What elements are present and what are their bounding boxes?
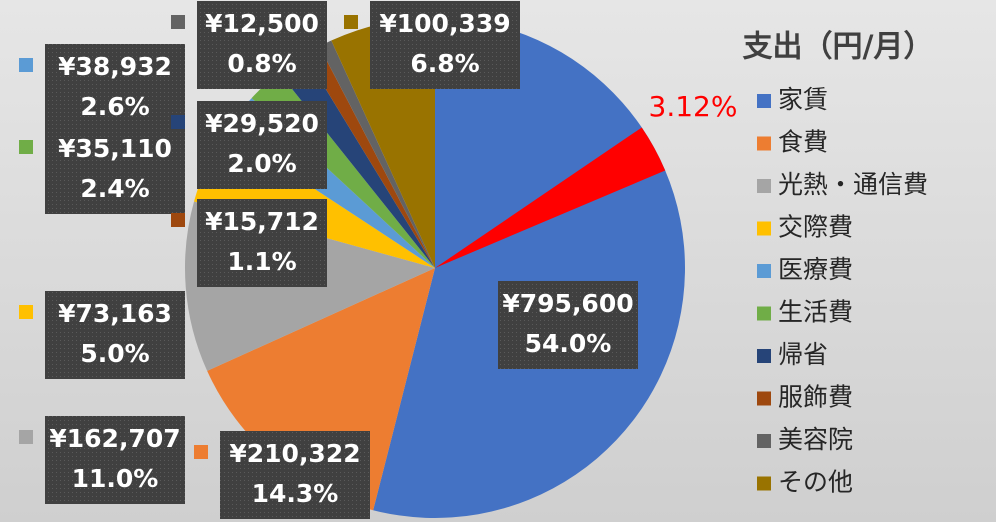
label-box xyxy=(45,44,185,132)
percent-label: 5.0% xyxy=(80,339,149,368)
label-box xyxy=(370,1,520,89)
label-key xyxy=(171,213,185,227)
label-box xyxy=(197,1,327,89)
legend-key xyxy=(757,434,771,448)
label-box xyxy=(45,126,185,214)
value-label: ¥210,322 xyxy=(229,439,360,468)
legend-label: 交際費 xyxy=(778,213,853,242)
chart-title: 支出（円/月） xyxy=(743,30,934,65)
pie-slice xyxy=(304,46,435,269)
label-box xyxy=(197,101,327,189)
legend-key xyxy=(757,476,771,491)
value-label: ¥795,600 xyxy=(502,289,633,318)
label-key xyxy=(344,15,358,29)
label-key xyxy=(19,430,33,444)
legend-label: 医療費 xyxy=(778,255,853,284)
percent-label: 2.6% xyxy=(80,92,149,121)
label-box xyxy=(220,431,370,519)
legend-label: 生活費 xyxy=(778,298,853,327)
legend-key xyxy=(757,306,771,321)
label-key xyxy=(19,58,33,72)
legend-label: 家賃 xyxy=(778,85,828,114)
legend-key xyxy=(757,94,771,108)
label-key xyxy=(472,295,486,309)
label-key xyxy=(19,140,33,154)
label-box xyxy=(45,416,185,504)
legend-key xyxy=(757,179,771,193)
value-label: ¥35,110 xyxy=(58,134,172,163)
percent-label: 0.8% xyxy=(227,49,296,78)
label-box xyxy=(45,291,185,379)
legend-label: 光熱・通信費 xyxy=(778,170,928,199)
label-box xyxy=(197,199,327,287)
percent-label: 54.0% xyxy=(525,329,612,358)
percent-label: 6.8% xyxy=(410,49,479,78)
percent-label: 2.0% xyxy=(227,149,296,178)
label-key xyxy=(194,445,208,459)
legend-key xyxy=(757,349,771,363)
pie-slice xyxy=(373,18,686,519)
label-key xyxy=(171,115,185,129)
legend-key xyxy=(757,391,771,406)
percent-label: 1.1% xyxy=(227,247,296,276)
value-label: ¥100,339 xyxy=(379,9,510,38)
legend-key xyxy=(757,221,771,236)
value-label: ¥29,520 xyxy=(205,109,319,138)
highlight-wedge xyxy=(435,127,666,268)
highlight-label: 3.12% xyxy=(649,90,738,123)
value-label: ¥15,712 xyxy=(205,207,319,236)
pie-slice xyxy=(319,40,435,269)
label-key xyxy=(19,305,33,319)
legend-label: 食費 xyxy=(778,128,828,157)
legend-key xyxy=(757,136,771,151)
legend-key xyxy=(757,264,771,278)
percent-label: 2.4% xyxy=(80,174,149,203)
label-box xyxy=(498,281,638,369)
legend-label: その他 xyxy=(778,468,853,497)
value-label: ¥12,500 xyxy=(205,9,319,38)
value-label: ¥38,932 xyxy=(58,52,172,81)
legend-label: 美容院 xyxy=(778,425,853,454)
value-label: ¥162,707 xyxy=(49,424,180,453)
percent-label: 11.0% xyxy=(72,464,159,493)
legend-label: 服飾費 xyxy=(778,383,853,412)
percent-label: 14.3% xyxy=(252,479,339,508)
label-key xyxy=(171,15,185,29)
legend-label: 帰省 xyxy=(778,340,828,369)
value-label: ¥73,163 xyxy=(58,299,172,328)
